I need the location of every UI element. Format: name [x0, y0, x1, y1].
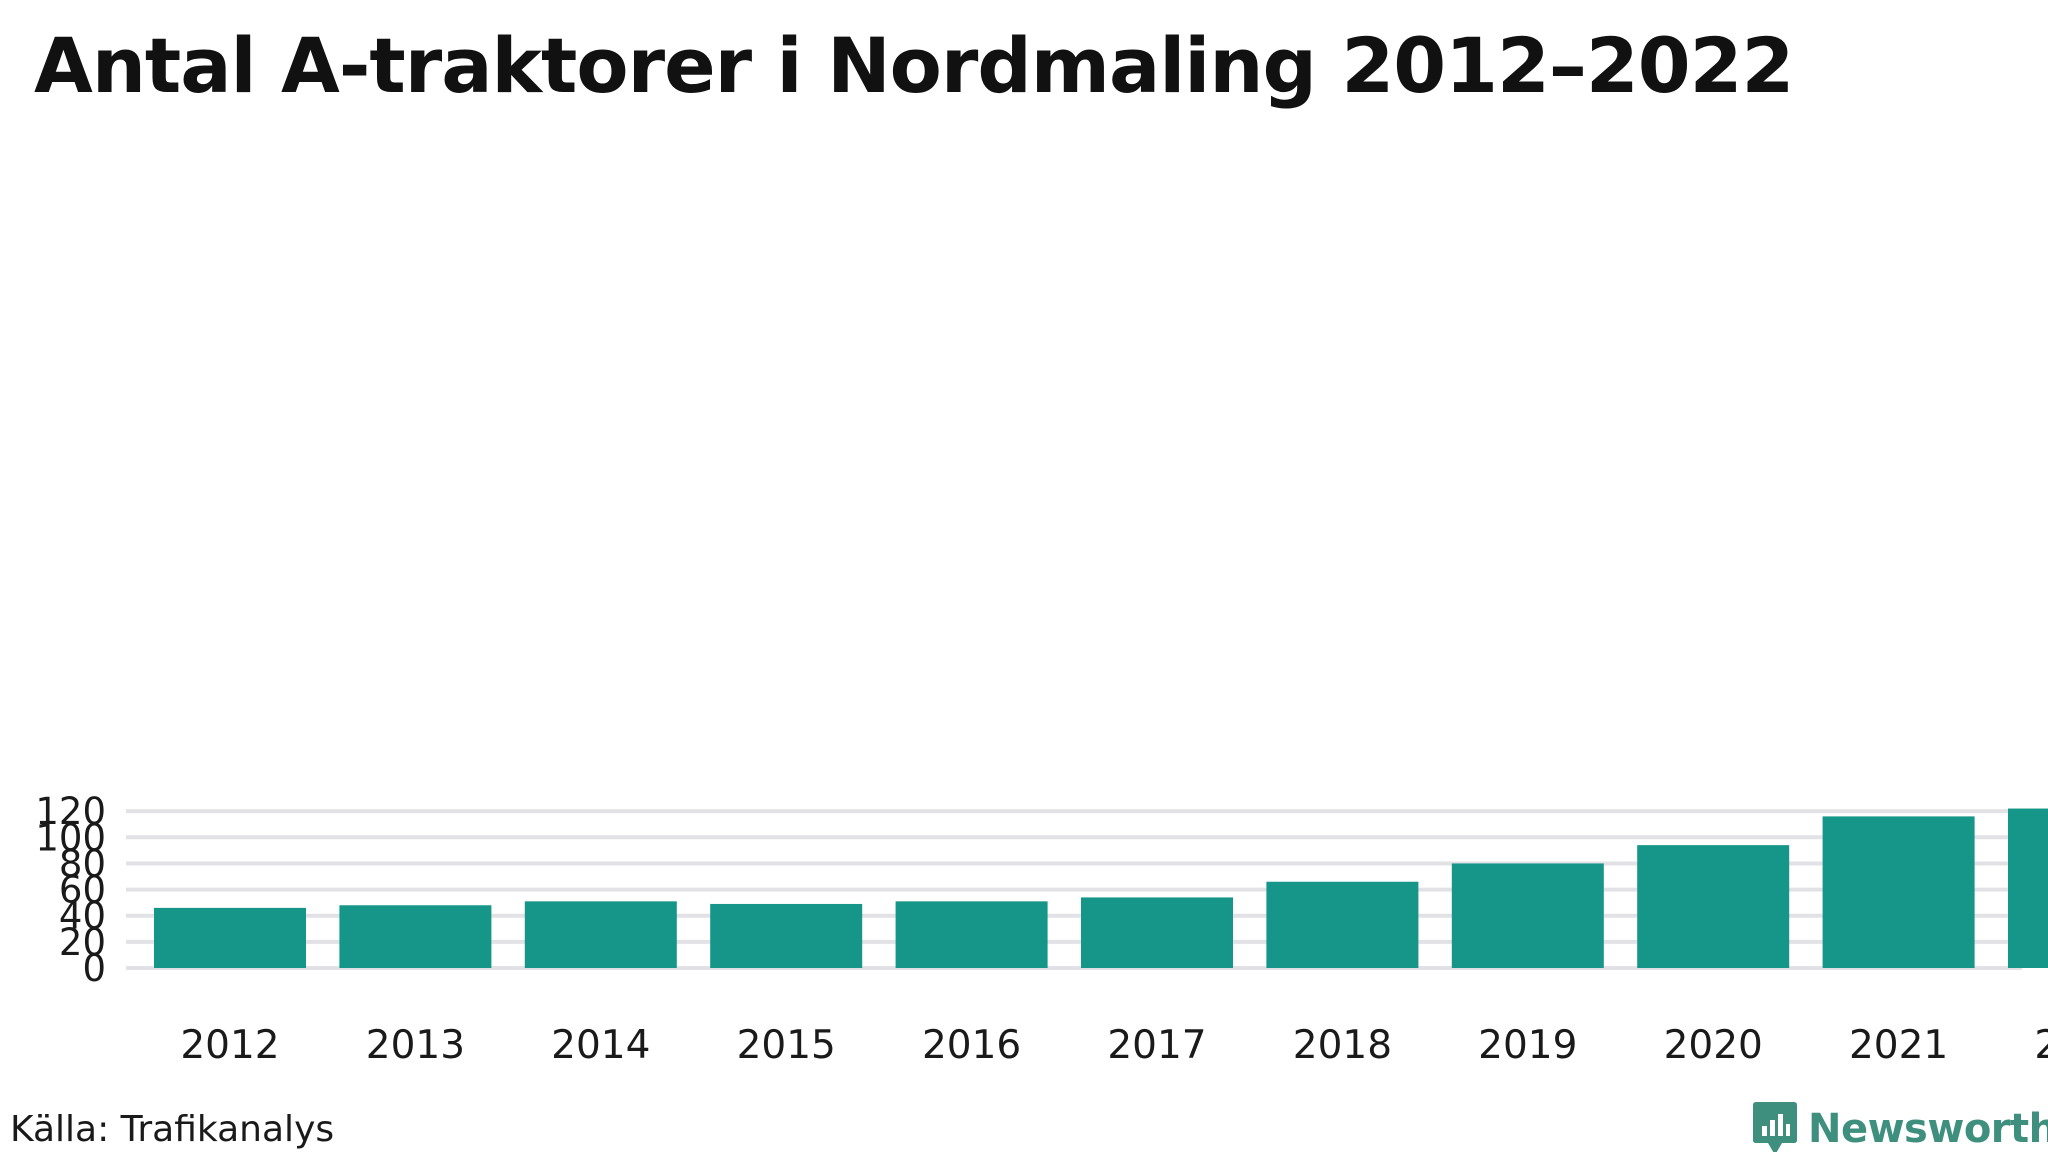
x-tick-label: 2016	[922, 1023, 1021, 1068]
y-tick-label: 60	[59, 869, 106, 912]
y-tick-label: 40	[59, 895, 106, 938]
newsworthy-logo-icon	[1753, 1102, 1797, 1152]
bar-2014	[524, 901, 677, 968]
bar-2015	[710, 903, 863, 968]
bar-2012	[154, 907, 306, 968]
bar-2018	[1266, 881, 1419, 968]
chart-title: Antal A-traktorer i Nordmaling 2012–2022	[34, 21, 1794, 110]
y-tick-label: 100	[35, 816, 106, 859]
bar-2016	[895, 901, 1048, 968]
x-tick-label: 2020	[1664, 1023, 1763, 1068]
x-tick-label: 2021	[1849, 1023, 1948, 1068]
x-tick-label: 2012	[180, 1023, 279, 1068]
bar-2019	[1451, 863, 1604, 968]
bars	[154, 808, 2048, 968]
x-axis-tick-labels: 2012 2013 2014 2015 2016 2017 2018 2019 2020 2021…	[180, 1023, 2048, 1068]
x-tick-label: 2017	[1107, 1023, 1206, 1068]
x-tick-label: 2019	[1478, 1023, 1577, 1068]
source-note: Källa: Trafikanalys	[10, 1109, 335, 1150]
bar-2013	[339, 905, 492, 968]
x-tick-label: 2018	[1293, 1023, 1392, 1068]
x-tick-label: 2015	[737, 1023, 836, 1068]
bar-2017	[1081, 897, 1233, 968]
y-tick-label: 20	[59, 921, 106, 964]
x-tick-label: 2013	[366, 1023, 465, 1068]
bar-2021	[1822, 816, 1975, 968]
brand-logo[interactable]: Newsworthy	[1752, 1100, 2048, 1152]
bar-2020	[1637, 845, 1790, 968]
y-tick-label: 120	[35, 790, 106, 833]
y-tick-label: 80	[59, 842, 106, 885]
y-tick-label: 0	[82, 947, 106, 990]
brand-name: Newsworthy	[1808, 1106, 2048, 1152]
bar-2022	[2008, 808, 2048, 968]
x-tick-label: 2014	[551, 1023, 650, 1068]
x-tick-label: 2022	[2034, 1023, 2048, 1068]
